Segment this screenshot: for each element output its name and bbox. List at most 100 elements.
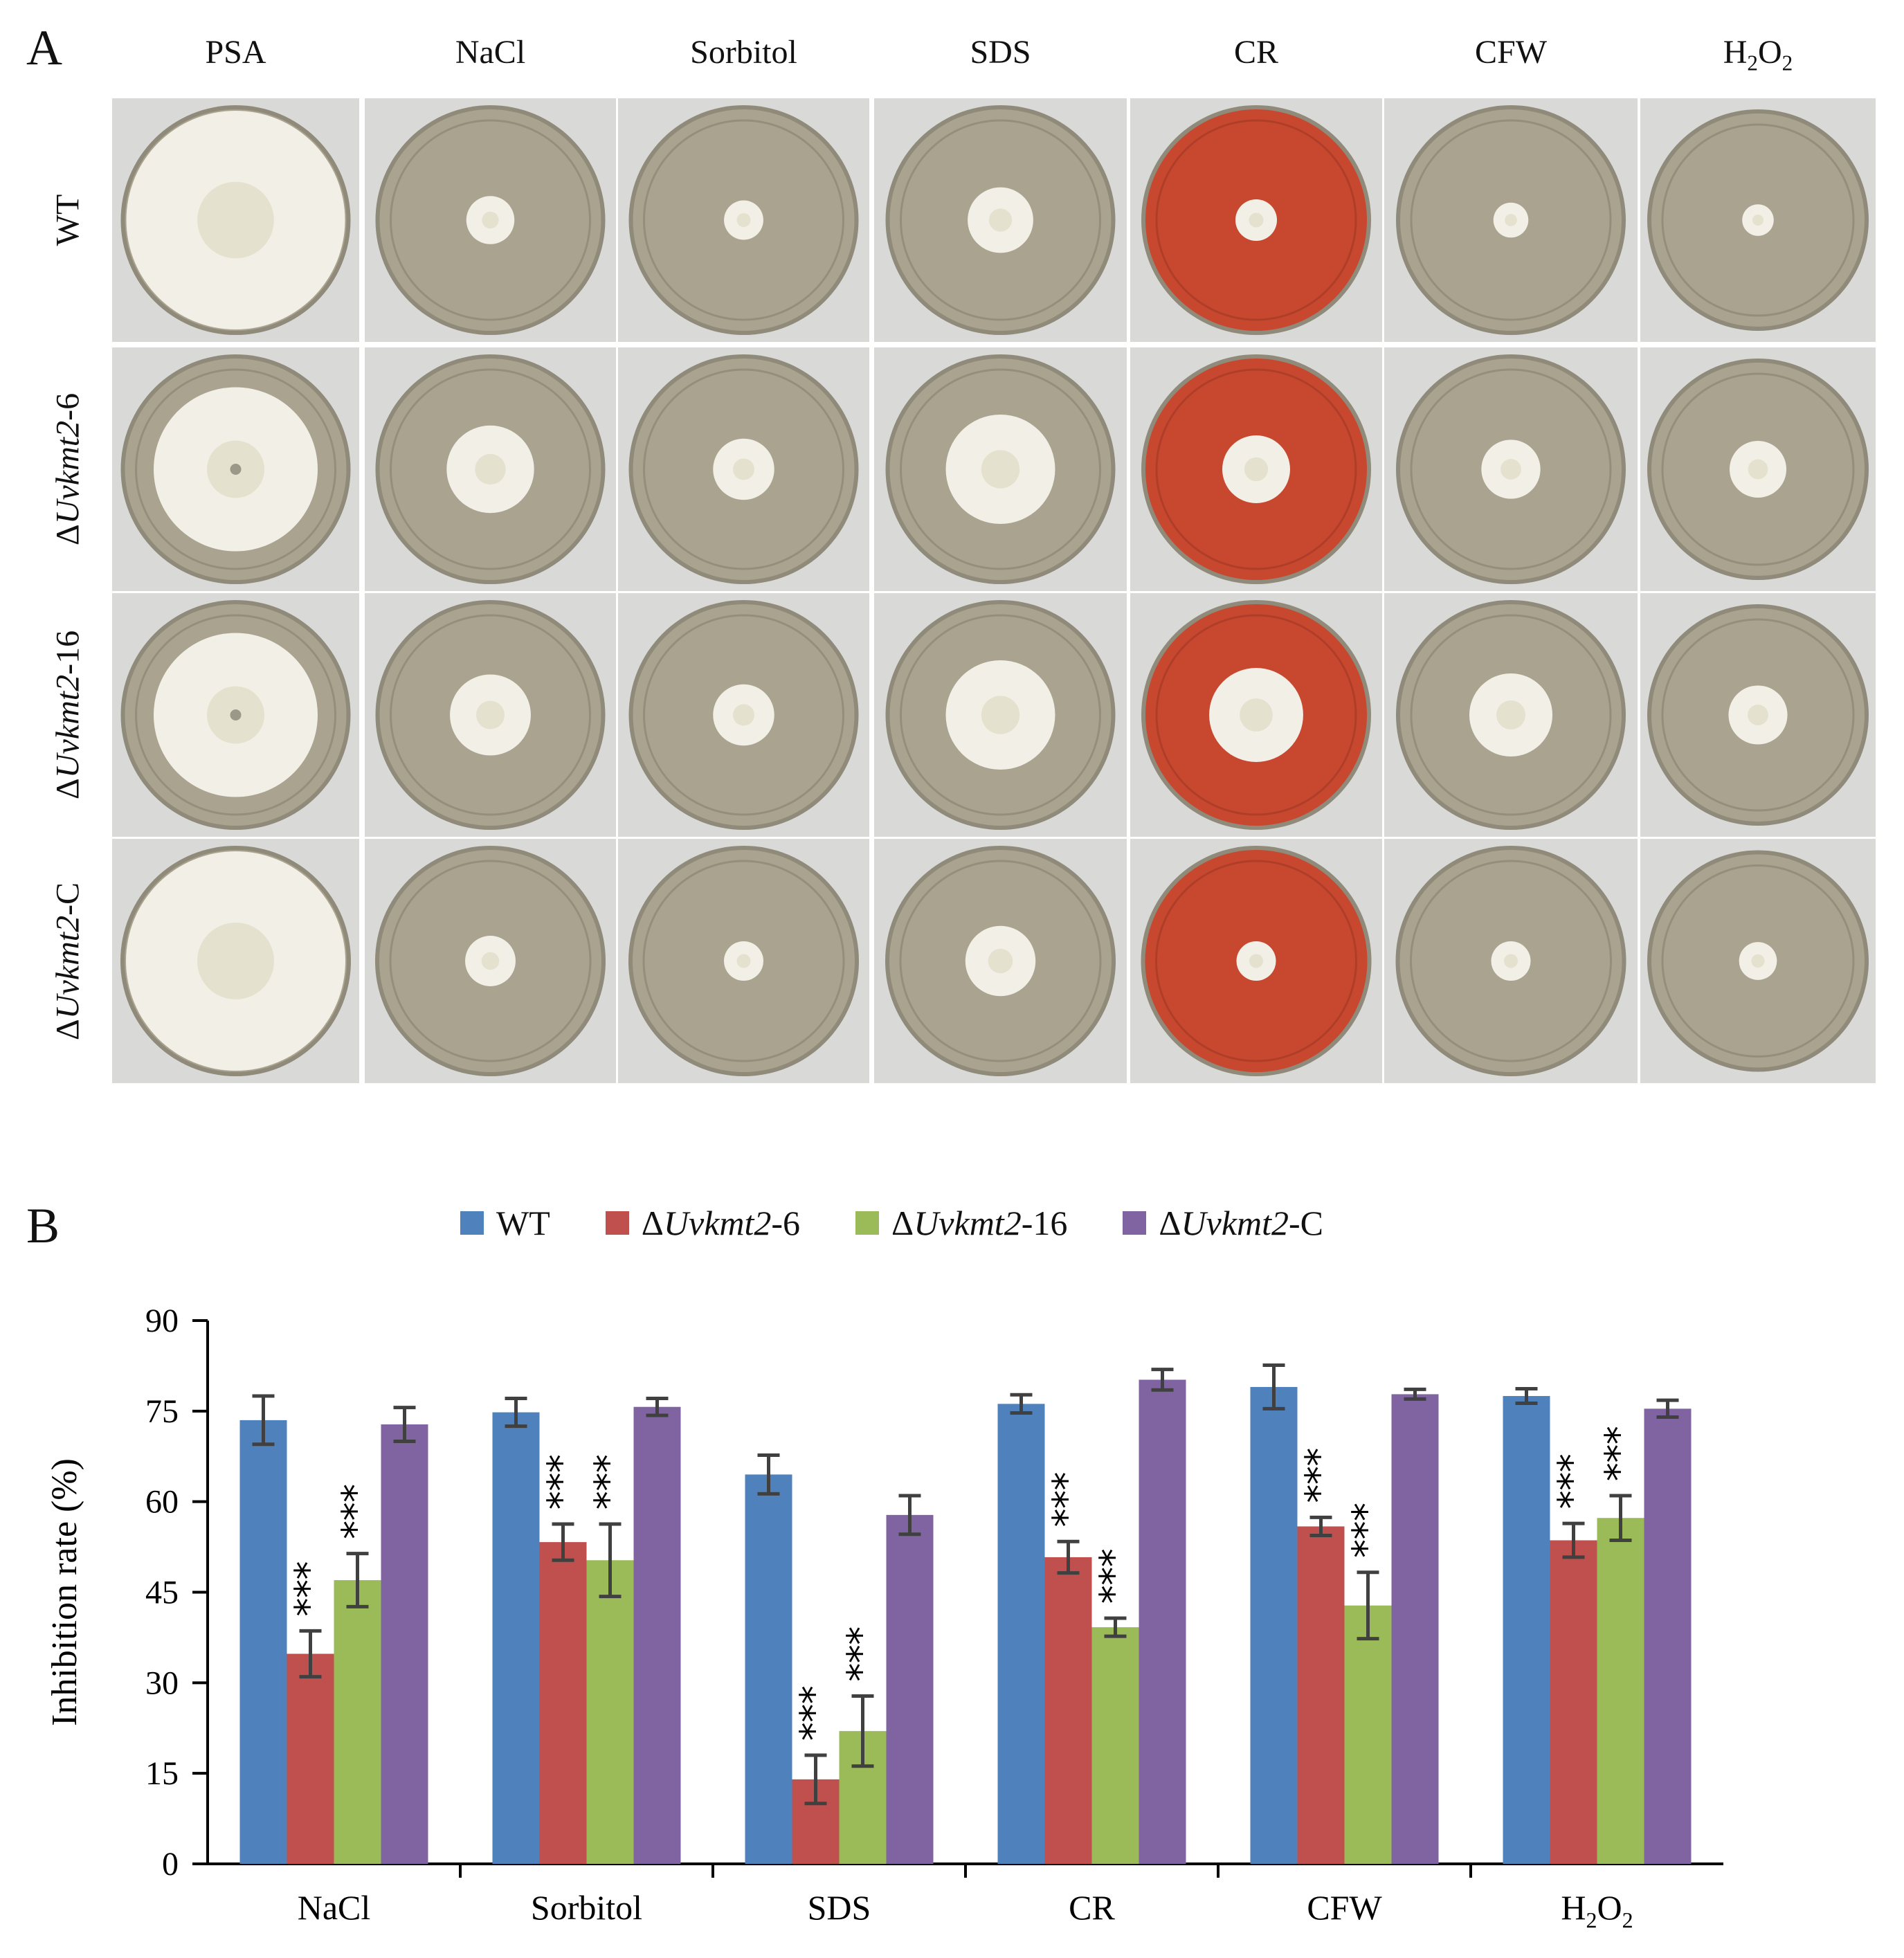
bar-nacl-0 — [239, 1420, 287, 1864]
column-label-sds: SDS — [970, 34, 1031, 71]
plate-3-3 — [874, 839, 1127, 1083]
plate-0-3 — [874, 98, 1127, 342]
error-bar — [552, 1522, 574, 1562]
plate-2-6 — [1640, 593, 1876, 837]
plate-3-0 — [112, 839, 359, 1083]
plate-0-2 — [618, 98, 869, 342]
error-bar — [1151, 1368, 1174, 1392]
legend-label: ΔUvkmt2-16 — [891, 1204, 1068, 1242]
plate-2-4 — [1130, 593, 1382, 837]
column-label-sorbitol: Sorbitol — [690, 34, 797, 71]
legend-item-0: WT — [460, 1203, 550, 1243]
legend-swatch — [460, 1211, 484, 1235]
y-tick-label: 45 — [145, 1575, 179, 1611]
plate-1-3 — [874, 347, 1127, 591]
legend-item-1: ΔUvkmt2-6 — [605, 1203, 801, 1243]
error-bar — [1562, 1521, 1585, 1559]
error-bar — [851, 1694, 874, 1768]
plate-2-2 — [618, 593, 869, 837]
error-bar — [646, 1397, 669, 1417]
column-label-cfw: CFW — [1474, 34, 1547, 71]
y-tick-label: 75 — [145, 1393, 179, 1430]
bar-sorbitol-3 — [633, 1406, 681, 1864]
bar-nacl-1 — [287, 1653, 334, 1864]
bar-sorbitol-2 — [586, 1560, 634, 1864]
legend-swatch — [605, 1211, 629, 1235]
plate-0-6 — [1640, 98, 1876, 342]
error-bar — [505, 1397, 527, 1429]
error-bar — [757, 1453, 780, 1496]
bar-nacl-3 — [381, 1424, 428, 1864]
error-bar — [1104, 1616, 1127, 1638]
plate-0-4 — [1130, 98, 1382, 342]
bar-sorbitol-0 — [492, 1412, 540, 1864]
y-tick-label: 15 — [145, 1755, 179, 1792]
x-tick-label: CR — [1069, 1888, 1115, 1927]
bar-cr-2 — [1091, 1627, 1139, 1864]
significance-mark: *** — [587, 1455, 631, 1512]
legend-label: ΔUvkmt2-6 — [641, 1204, 801, 1242]
bar-cr-3 — [1139, 1379, 1186, 1864]
chart-legend: WT ΔUvkmt2-6 ΔUvkmt2-16 ΔUvkmt2-C — [460, 1203, 1379, 1243]
legend-swatch — [1123, 1211, 1147, 1235]
bar-cfw-2 — [1344, 1605, 1392, 1864]
plate-1-0 — [112, 347, 359, 591]
column-label-h2o2: H2O2 — [1723, 34, 1793, 75]
error-bar — [1515, 1387, 1538, 1405]
column-label-cr: CR — [1233, 34, 1279, 71]
error-bar — [599, 1522, 622, 1599]
y-tick-label: 60 — [145, 1484, 179, 1521]
plate-1-5 — [1384, 347, 1638, 591]
y-tick-label: 0 — [162, 1846, 179, 1883]
plate-1-4 — [1130, 347, 1382, 591]
bar-cr-0 — [997, 1404, 1045, 1864]
legend-swatch — [855, 1211, 880, 1235]
plate-0-1 — [365, 98, 616, 342]
bar-h2o2-2 — [1597, 1518, 1644, 1864]
bar-cfw-1 — [1297, 1526, 1345, 1864]
plate-3-1 — [365, 839, 616, 1083]
error-bar — [1404, 1387, 1426, 1401]
error-bar — [898, 1494, 921, 1537]
column-label-psa: PSA — [205, 34, 266, 71]
x-tick-label: Sorbitol — [531, 1888, 642, 1927]
plate-3-2 — [618, 839, 869, 1083]
plate-grid — [112, 98, 1876, 1083]
error-bar — [804, 1753, 827, 1806]
x-tick-label: NaCl — [298, 1888, 371, 1927]
bar-sds-0 — [745, 1474, 792, 1864]
significance-mark: *** — [334, 1485, 378, 1541]
significance-mark: *** — [1298, 1448, 1341, 1505]
error-bar — [393, 1406, 416, 1443]
bar-sds-3 — [886, 1514, 934, 1864]
plate-3-4 — [1130, 839, 1382, 1083]
bar-cfw-0 — [1250, 1386, 1298, 1864]
significance-mark: *** — [1597, 1426, 1641, 1483]
error-bar — [1357, 1570, 1379, 1641]
error-bar — [346, 1552, 369, 1608]
error-bar — [1262, 1363, 1285, 1411]
legend-label: WT — [496, 1204, 550, 1242]
bar-sorbitol-1 — [539, 1542, 587, 1864]
bar-h2o2-0 — [1503, 1396, 1550, 1864]
y-tick-label: 90 — [145, 1303, 179, 1339]
x-tick-label: CFW — [1307, 1888, 1382, 1927]
y-tick-label: 30 — [145, 1665, 179, 1701]
panel-a-letter: A — [26, 20, 62, 75]
plate-2-5 — [1384, 593, 1638, 837]
panel-b-letter: B — [26, 1198, 60, 1253]
error-bar — [1010, 1393, 1033, 1415]
error-bar — [1057, 1539, 1080, 1575]
bar-cr-1 — [1044, 1557, 1092, 1864]
plate-1-6 — [1640, 347, 1876, 591]
plate-1-2 — [618, 347, 869, 591]
legend-item-3: ΔUvkmt2-C — [1123, 1203, 1323, 1243]
significance-mark: *** — [287, 1561, 331, 1618]
column-label-nacl: NaCl — [455, 34, 526, 71]
significance-mark: *** — [1550, 1454, 1594, 1511]
significance-mark: *** — [840, 1627, 883, 1684]
bar-nacl-2 — [334, 1580, 381, 1864]
error-bar — [1309, 1515, 1332, 1538]
legend-label: ΔUvkmt2-C — [1159, 1204, 1324, 1242]
